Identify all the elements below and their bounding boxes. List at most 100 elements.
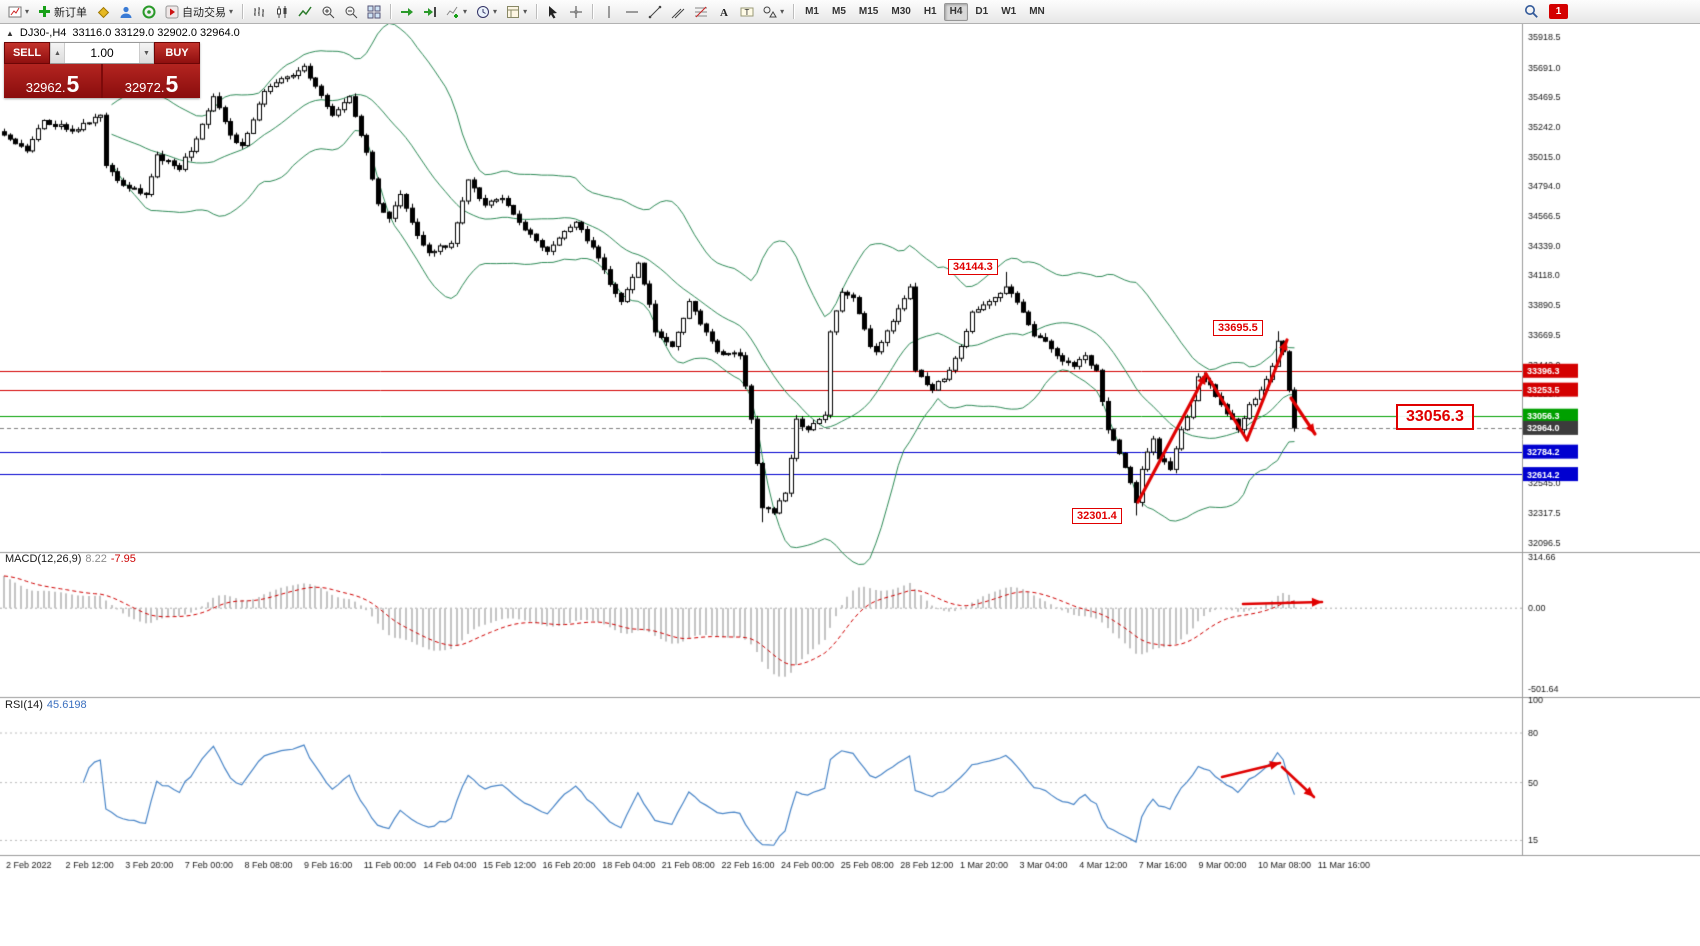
- periods-button[interactable]: ▾: [472, 2, 501, 22]
- price-annotation-label[interactable]: 33695.5: [1213, 320, 1263, 336]
- toolbar-separator: [390, 4, 392, 19]
- auto-scroll-button[interactable]: [396, 2, 418, 22]
- trendline-tool-button[interactable]: [644, 2, 666, 22]
- sell-price-big-digit: 5: [66, 71, 80, 98]
- price-annotation-label[interactable]: 32301.4: [1072, 508, 1122, 524]
- shapes-icon: [763, 6, 777, 17]
- autotrading-label: 自动交易: [182, 6, 227, 19]
- vertical-line-icon: [608, 5, 610, 18]
- one-click-panel-toggle-icon[interactable]: ▲: [6, 28, 14, 38]
- timeframe-h1[interactable]: H1: [918, 3, 943, 21]
- new-chart-icon: [8, 6, 22, 17]
- volume-decrease-button[interactable]: ▼: [139, 43, 154, 63]
- timeframe-m15[interactable]: M15: [853, 3, 884, 21]
- buy-price[interactable]: 32972. 5: [103, 64, 200, 98]
- volume-input[interactable]: [65, 43, 139, 63]
- chart-ohlc-values: 33116.0 33129.0 32902.0 32964.0: [72, 27, 240, 39]
- crosshair-button[interactable]: [565, 2, 587, 22]
- chart-symbol-period: DJ30-,H4: [19, 27, 67, 39]
- fibonacci-icon: [695, 6, 708, 17]
- market-icon: [142, 5, 156, 18]
- zoom-in-button[interactable]: [317, 2, 339, 22]
- macd-main-value: 8.22: [85, 553, 107, 565]
- price-chart-canvas[interactable]: [0, 24, 1700, 946]
- new-order-icon: [39, 6, 51, 17]
- volume-increase-button[interactable]: ▲: [50, 43, 65, 63]
- arrows-tool-button[interactable]: ▾: [759, 2, 788, 22]
- rsi-indicator-label: RSI(14) 45.6198: [5, 699, 87, 711]
- candlestick-mode-button[interactable]: [271, 2, 293, 22]
- main-toolbar: ▾ 新订单 自动交易 ▾: [0, 0, 1700, 24]
- timeframe-w1[interactable]: W1: [995, 3, 1022, 21]
- search-icon: [1525, 5, 1538, 18]
- templates-icon: [507, 5, 520, 18]
- chevron-down-icon: ▾: [523, 7, 528, 16]
- periods-clock-icon: [477, 5, 490, 18]
- rsi-name: RSI(14): [5, 699, 43, 711]
- zoom-out-icon: [345, 6, 358, 18]
- chevron-down-icon: ▾: [780, 7, 785, 16]
- line-chart-icon: [298, 6, 312, 16]
- autotrading-button[interactable]: 自动交易 ▾: [161, 2, 237, 22]
- trendline-icon: [648, 5, 662, 18]
- trade-panel-prices: 32962. 5 32972. 5: [4, 64, 200, 98]
- bar-chart-mode-button[interactable]: [248, 2, 270, 22]
- horizontal-line-tool-button[interactable]: [621, 2, 643, 22]
- svg-text:T: T: [745, 8, 750, 17]
- buy-button[interactable]: BUY: [154, 42, 200, 64]
- cursor-button[interactable]: [542, 2, 564, 22]
- indicators-button[interactable]: ▾: [442, 2, 471, 22]
- new-order-button[interactable]: 新订单: [34, 2, 91, 22]
- candlesticks-icon: [277, 5, 287, 18]
- market-button[interactable]: [138, 2, 160, 22]
- sell-price-main: 32962.: [25, 80, 66, 95]
- macd-indicator-label: MACD(12,26,9) 8.22 -7.95: [5, 553, 136, 565]
- rsi-value: 45.6198: [46, 699, 87, 711]
- equidistant-channel-icon: [671, 8, 685, 18]
- timeframe-m30[interactable]: M30: [885, 3, 916, 21]
- templates-button[interactable]: ▾: [502, 2, 531, 22]
- indicators-icon: [446, 6, 459, 18]
- timeframe-mn[interactable]: MN: [1023, 3, 1051, 21]
- text-tool-button[interactable]: A: [713, 2, 735, 22]
- sell-button[interactable]: SELL: [4, 42, 50, 64]
- macd-signal-value: -7.95: [110, 553, 136, 565]
- wizard-button[interactable]: [92, 2, 114, 22]
- wizard-icon: [97, 6, 110, 18]
- timeframe-h4[interactable]: H4: [943, 2, 969, 21]
- crosshair-icon: [570, 5, 583, 18]
- one-click-trading-panel: SELL ▲ ▼ BUY 32962. 5 32972. 5: [4, 42, 200, 98]
- timeframe-m5[interactable]: M5: [826, 3, 852, 21]
- community-button[interactable]: [115, 2, 137, 22]
- timeframe-d1[interactable]: D1: [969, 3, 994, 21]
- text-label-tool-button[interactable]: T: [736, 2, 758, 22]
- price-annotation-label[interactable]: 34144.3: [948, 259, 998, 275]
- macd-name: MACD(12,26,9): [5, 553, 82, 565]
- text-icon: A: [720, 7, 728, 19]
- toolbar-separator: [536, 4, 538, 19]
- chevron-down-icon: ▾: [229, 7, 234, 16]
- timeframe-m1[interactable]: M1: [799, 3, 825, 21]
- sell-price[interactable]: 32962. 5: [4, 64, 101, 98]
- line-chart-mode-button[interactable]: [294, 2, 316, 22]
- notification-badge[interactable]: 1: [1549, 4, 1568, 19]
- chevron-down-icon: ▾: [463, 7, 468, 16]
- tile-windows-button[interactable]: [363, 2, 385, 22]
- channel-tool-button[interactable]: [667, 2, 689, 22]
- bars-icon: [254, 6, 265, 17]
- autotrading-icon: [165, 5, 179, 18]
- price-annotation-label[interactable]: 33056.3: [1396, 404, 1474, 430]
- cursor-icon: [549, 5, 558, 18]
- label-icon: T: [740, 7, 754, 17]
- chart-shift-button[interactable]: [419, 2, 441, 22]
- tile-windows-icon: [367, 5, 381, 18]
- zoom-out-button[interactable]: [340, 2, 362, 22]
- vertical-line-tool-button[interactable]: [598, 2, 620, 22]
- new-order-label: 新订单: [54, 6, 88, 19]
- new-chart-button[interactable]: ▾: [4, 2, 33, 22]
- auto-scroll-icon: [401, 7, 414, 16]
- toolbar-right-group: 1: [1520, 2, 1568, 22]
- search-button[interactable]: [1520, 2, 1543, 22]
- fibonacci-tool-button[interactable]: [690, 2, 712, 22]
